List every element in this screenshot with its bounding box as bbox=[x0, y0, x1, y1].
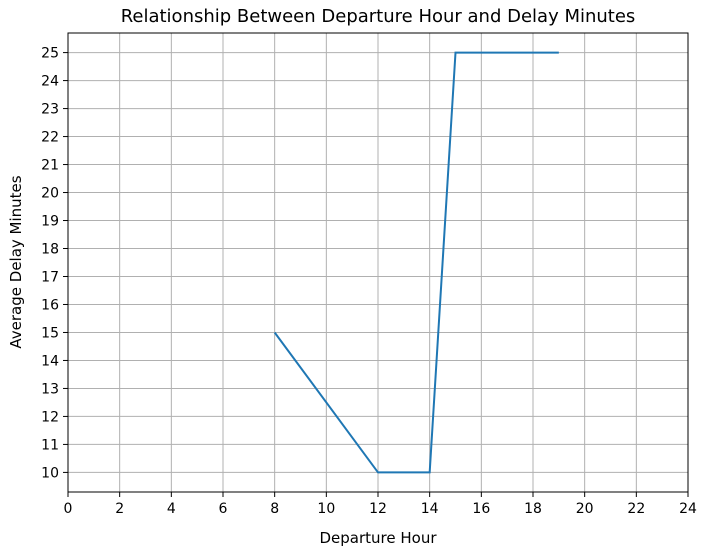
y-tick-label: 23 bbox=[41, 102, 59, 118]
chart-title: Relationship Between Departure Hour and … bbox=[121, 6, 636, 27]
y-axis-label: Average Delay Minutes bbox=[7, 175, 25, 348]
x-tick-label: 0 bbox=[64, 501, 73, 517]
y-tick-label: 24 bbox=[41, 74, 59, 90]
y-tick-label: 19 bbox=[41, 214, 59, 230]
y-tick-label: 22 bbox=[41, 130, 59, 146]
y-tick-label: 20 bbox=[41, 186, 59, 202]
series-line bbox=[273, 51, 559, 474]
x-tick-label: 18 bbox=[524, 501, 542, 517]
x-tick-label: 14 bbox=[421, 501, 439, 517]
grid bbox=[67, 33, 689, 492]
y-tick-label: 21 bbox=[41, 158, 59, 174]
y-tick-label: 12 bbox=[41, 409, 59, 425]
x-axis-label: Departure Hour bbox=[319, 529, 437, 547]
y-tick-label: 16 bbox=[41, 297, 59, 313]
series-layer bbox=[273, 51, 559, 474]
x-tick-label: 12 bbox=[369, 501, 387, 517]
x-tick-label: 10 bbox=[317, 501, 335, 517]
x-tick-label: 22 bbox=[627, 501, 645, 517]
y-tick-label: 13 bbox=[41, 381, 59, 397]
y-tick-label: 17 bbox=[41, 269, 59, 285]
x-tick-label: 8 bbox=[270, 501, 279, 517]
y-tick-label: 25 bbox=[41, 46, 59, 62]
y-tick-label: 11 bbox=[41, 437, 59, 453]
x-axis: 0 2 4 6 8 10 12 14 16 18 20 22 24 bbox=[64, 492, 697, 517]
y-tick-label: 10 bbox=[41, 465, 59, 481]
y-tick-label: 15 bbox=[41, 325, 59, 341]
x-tick-label: 16 bbox=[472, 501, 490, 517]
y-tick-label: 14 bbox=[41, 353, 59, 369]
y-tick-label: 18 bbox=[41, 242, 59, 258]
y-axis: 10 11 12 13 14 15 16 17 18 19 20 21 22 23 24 25 bbox=[41, 46, 68, 481]
x-tick-label: 20 bbox=[576, 501, 594, 517]
x-tick-label: 2 bbox=[115, 501, 124, 517]
x-tick-label: 24 bbox=[679, 501, 697, 517]
x-tick-label: 4 bbox=[167, 501, 176, 517]
x-tick-label: 6 bbox=[219, 501, 228, 517]
